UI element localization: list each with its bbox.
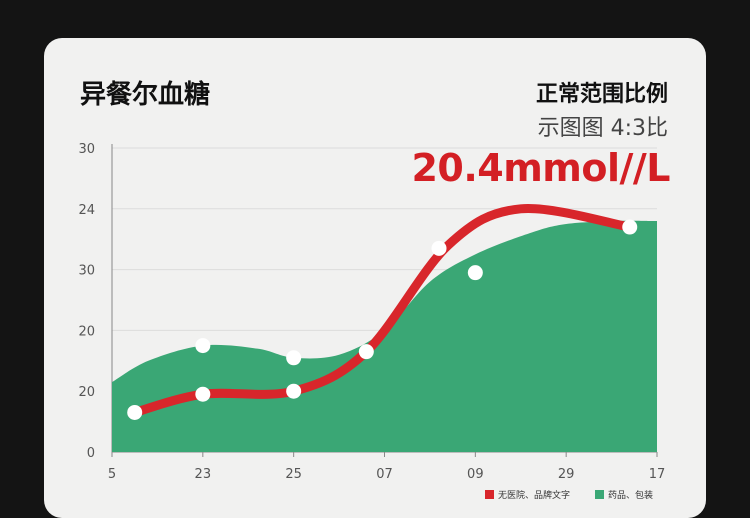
chart-title: 异餐尔血糖 bbox=[80, 80, 211, 110]
x-tick-label: 25 bbox=[285, 467, 302, 482]
y-tick-label: 30 bbox=[78, 142, 95, 157]
legend-swatch bbox=[595, 490, 604, 499]
data-point-marker bbox=[622, 219, 638, 235]
data-point-marker bbox=[286, 383, 302, 399]
data-point-marker bbox=[195, 338, 211, 354]
data-point-marker bbox=[286, 350, 302, 366]
y-tick-label: 20 bbox=[78, 324, 95, 339]
legend-label: 无医院、品牌文字 bbox=[498, 489, 570, 500]
legend-swatch bbox=[485, 490, 494, 499]
x-tick-label: 09 bbox=[467, 467, 484, 482]
legend-label: 药品、包装 bbox=[608, 489, 653, 500]
ratio-note-line1: 正常范围比例 bbox=[535, 82, 668, 107]
x-tick-label: 5 bbox=[108, 467, 116, 482]
data-point-marker bbox=[467, 265, 483, 281]
x-tick-label: 07 bbox=[376, 467, 393, 482]
y-tick-label: 20 bbox=[78, 385, 95, 400]
data-point-marker bbox=[195, 386, 211, 402]
highlight-value: 20.4mmol//L bbox=[411, 146, 670, 190]
data-point-marker bbox=[431, 240, 447, 256]
data-point-marker bbox=[127, 404, 143, 420]
y-tick-label: 0 bbox=[87, 446, 95, 461]
x-tick-label: 23 bbox=[195, 467, 212, 482]
y-tick-label: 24 bbox=[78, 203, 95, 218]
x-tick-label: 17 bbox=[649, 467, 666, 482]
y-tick-label: 30 bbox=[78, 264, 95, 279]
glucose-chart: 0 20 20 30 24 30 5 23 25 07 09 29 17 无医院、品牌文字 药品、包装 bbox=[78, 142, 666, 500]
x-tick-label: 29 bbox=[558, 467, 575, 482]
data-point-marker bbox=[358, 344, 374, 360]
ratio-note-line2: 示图图 4:3比 bbox=[537, 116, 668, 141]
